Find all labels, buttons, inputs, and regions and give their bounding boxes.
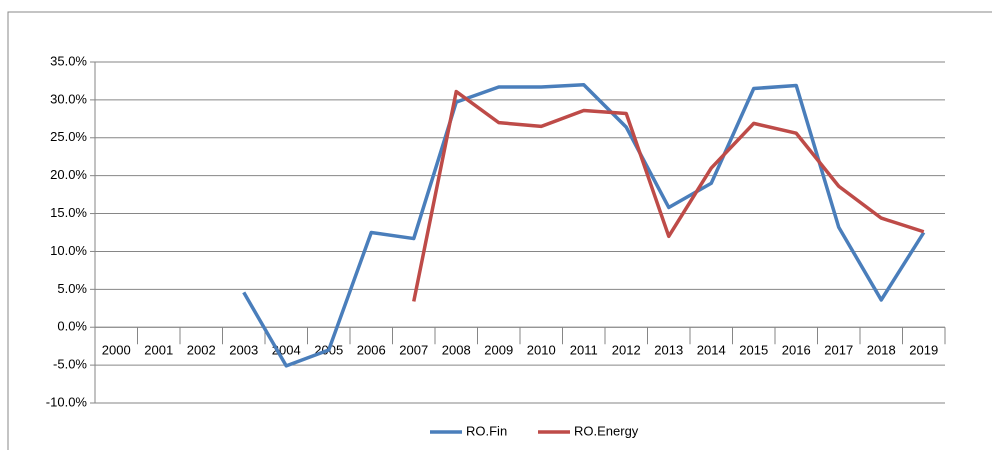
x-tick-label: 2016 bbox=[782, 343, 811, 358]
chart-frame bbox=[7, 11, 992, 450]
x-tick-label: 2010 bbox=[527, 343, 556, 358]
x-tick-label: 2006 bbox=[357, 343, 386, 358]
y-tick-label: -5.0% bbox=[53, 357, 87, 372]
x-tick-label: 2019 bbox=[909, 343, 938, 358]
x-tick-label: 2002 bbox=[187, 343, 216, 358]
y-tick-label: 25.0% bbox=[50, 129, 87, 144]
y-tick-label: 35.0% bbox=[50, 53, 87, 68]
y-tick-label: 20.0% bbox=[50, 167, 87, 182]
x-tick-label: 2003 bbox=[229, 343, 258, 358]
x-tick-label: 2015 bbox=[739, 343, 768, 358]
x-tick-label: 2009 bbox=[484, 343, 513, 358]
y-tick-label: 10.0% bbox=[50, 243, 87, 258]
x-tick-label: 2017 bbox=[824, 343, 853, 358]
x-tick-label: 2001 bbox=[144, 343, 173, 358]
x-tick-label: 2012 bbox=[612, 343, 641, 358]
x-tick-label: 2000 bbox=[102, 343, 131, 358]
x-tick-label: 2013 bbox=[654, 343, 683, 358]
x-tick-label: 2008 bbox=[442, 343, 471, 358]
series-line bbox=[242, 82, 926, 368]
series-line bbox=[412, 89, 925, 302]
x-tick-label: 2018 bbox=[867, 343, 896, 358]
y-tick-label: 5.0% bbox=[57, 281, 87, 296]
y-tick-label: 30.0% bbox=[50, 91, 87, 106]
legend-label: RO.Fin bbox=[466, 423, 507, 438]
x-tick-label: 2007 bbox=[399, 343, 428, 358]
y-tick-label: 0.0% bbox=[57, 319, 87, 334]
y-tick-label: -10.0% bbox=[46, 394, 88, 409]
x-tick-label: 2014 bbox=[697, 343, 726, 358]
x-tick-label: 2011 bbox=[570, 343, 598, 358]
legend-label: RO.Energy bbox=[574, 423, 639, 438]
y-tick-label: 15.0% bbox=[50, 205, 87, 220]
